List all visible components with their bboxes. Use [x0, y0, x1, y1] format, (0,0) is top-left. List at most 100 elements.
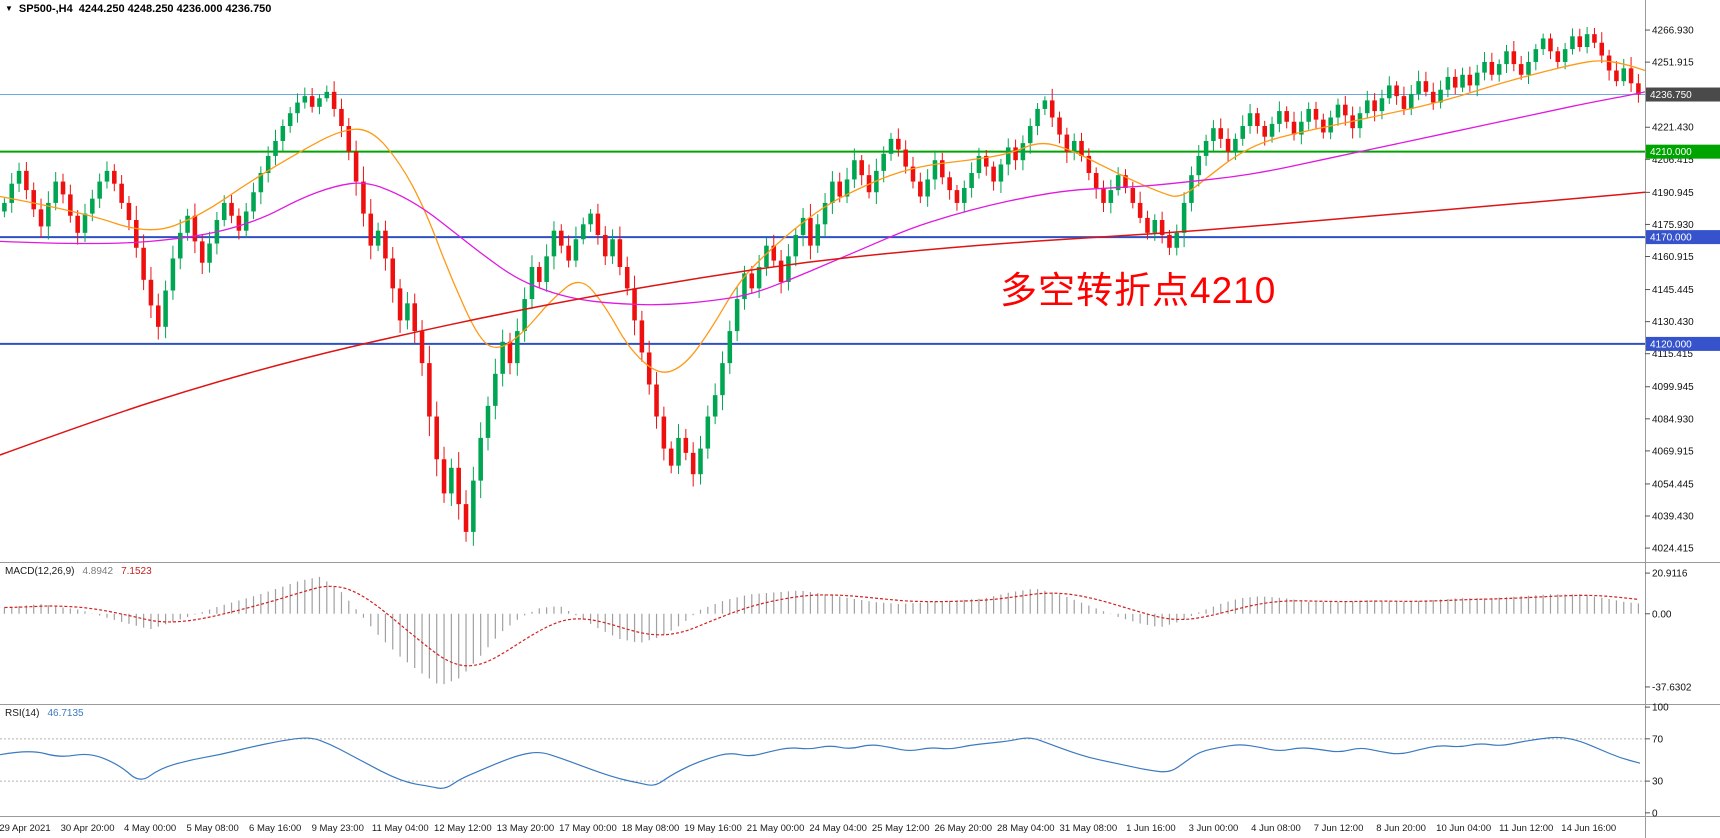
candle-body	[485, 405, 491, 438]
candle-body	[720, 363, 725, 396]
time-axis-label: 26 May 20:00	[934, 823, 992, 834]
candle-body	[397, 288, 403, 321]
candle-body	[1467, 74, 1473, 86]
price-axis-label: 4024.415	[1652, 544, 1694, 555]
macd-panel[interactable]	[3, 576, 1640, 685]
candle-body	[947, 177, 952, 191]
rsi-indicator-label: RSI(14) 46.7135	[5, 708, 84, 719]
candle-body	[16, 170, 22, 184]
price-tag-label: 4120.000	[1650, 339, 1692, 350]
candle-body	[507, 341, 513, 364]
candle-body	[427, 363, 432, 417]
candle-body	[954, 190, 960, 203]
candle-body	[1452, 76, 1458, 88]
candle-body	[602, 234, 608, 257]
candle-body	[31, 190, 36, 210]
candle-body	[727, 331, 733, 364]
candle-body	[1592, 34, 1597, 43]
text-annotation[interactable]: 多空转折点4210	[1000, 270, 1277, 311]
candle-body	[1174, 232, 1180, 248]
candle-body	[163, 290, 168, 327]
macd-axis-label: 20.9116	[1652, 569, 1688, 580]
candle-body	[68, 194, 73, 216]
price-axis-label: 4221.430	[1652, 123, 1694, 134]
candlesticks[interactable]	[2, 26, 1641, 546]
candle-body	[60, 181, 66, 195]
candle-body	[844, 179, 850, 197]
candle-body	[346, 126, 352, 152]
macd-value-main: 4.8942	[82, 566, 114, 577]
time-axis-label: 13 May 20:00	[497, 823, 555, 834]
price-axis-label: 4069.915	[1652, 446, 1694, 457]
candle-body	[646, 352, 652, 385]
macd-name: MACD(12,26,9)	[5, 566, 75, 577]
candle-body	[683, 437, 689, 453]
candle-body	[1152, 220, 1158, 233]
candle-body	[896, 138, 901, 150]
price-axis[interactable]: 4266.930 4251.915 4221.430 4206.415 4190.945…	[1645, 26, 1694, 820]
candle-body	[1511, 51, 1517, 65]
time-axis-label: 17 May 00:00	[559, 823, 617, 834]
candle-body	[1130, 187, 1136, 203]
candle-body	[1203, 140, 1209, 156]
candle-body	[229, 202, 234, 216]
candle-body	[1240, 126, 1245, 139]
candle-body	[390, 258, 396, 289]
candle-body	[690, 452, 696, 475]
ma-slow-red[interactable]	[0, 191, 1646, 456]
rsi-axis-label: 30	[1652, 777, 1664, 788]
time-axis-label: 30 Apr 20:00	[61, 823, 115, 834]
ma-mid-magenta[interactable]	[0, 91, 1646, 306]
candle-body	[383, 230, 388, 259]
ma-slow-red-line	[0, 191, 1646, 456]
candle-body	[273, 140, 278, 156]
candle-body	[698, 448, 703, 475]
rsi-axis-label: 70	[1652, 734, 1664, 745]
candle-body	[1093, 173, 1099, 188]
candle-body	[962, 187, 967, 203]
candle-body	[148, 279, 154, 306]
candle-body	[676, 437, 681, 466]
candle-body	[537, 267, 542, 282]
candle-body	[251, 192, 256, 212]
candle-body	[412, 303, 418, 332]
candle-body	[544, 256, 549, 282]
candle-body	[1387, 85, 1392, 99]
candle-body	[1071, 140, 1077, 152]
candle-body	[1064, 134, 1070, 152]
candle-body	[134, 220, 139, 248]
candle-body	[918, 181, 923, 197]
candle-body	[75, 215, 80, 233]
candle-body	[170, 258, 176, 291]
candle-body	[119, 183, 124, 203]
macd-axis-label: 0.00	[1652, 609, 1672, 620]
candle-body	[1416, 81, 1421, 94]
time-axis-label: 8 Jun 20:00	[1376, 823, 1426, 834]
candle-body	[1526, 61, 1531, 75]
candle-body	[1079, 140, 1084, 156]
rsi-panel[interactable]	[0, 736, 1645, 789]
time-axis-label: 31 May 08:00	[1060, 823, 1118, 834]
time-axis[interactable]: 29 Apr 2021 30 Apr 20:00 4 May 00:00 5 May …	[0, 823, 1616, 834]
candle-body	[1430, 91, 1436, 103]
candle-body	[126, 202, 132, 221]
candle-body	[1005, 147, 1011, 165]
price-axis-label: 4206.415	[1652, 155, 1694, 166]
candle-body	[903, 149, 908, 167]
candle-body	[976, 155, 982, 174]
candle-body	[375, 230, 381, 246]
chart-collapse-icon[interactable]: ▼	[5, 4, 13, 13]
candle-body	[1035, 108, 1040, 127]
candle-body	[104, 170, 110, 182]
price-axis-label: 4084.930	[1652, 414, 1694, 425]
candle-body	[221, 202, 227, 221]
price-axis-label: 4130.430	[1652, 317, 1694, 328]
candle-body	[1540, 38, 1546, 50]
ma-fast-orange[interactable]	[0, 60, 1646, 373]
candle-body	[1504, 51, 1509, 65]
price-axis-label: 4251.915	[1652, 58, 1694, 69]
candle-body	[456, 467, 461, 505]
candle-body	[185, 215, 190, 233]
